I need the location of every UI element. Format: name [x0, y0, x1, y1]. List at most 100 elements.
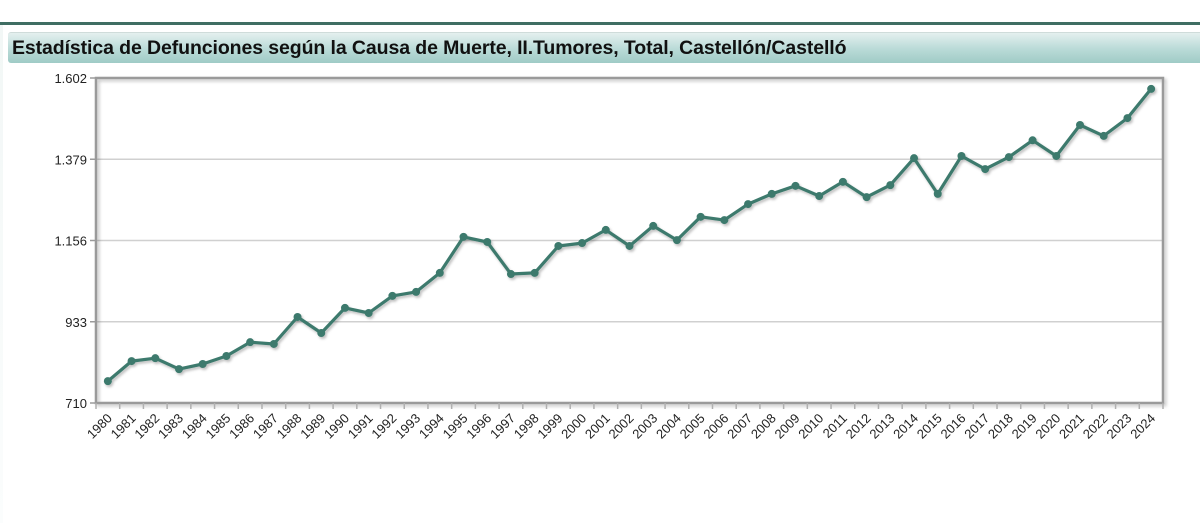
- x-tick-label: 2010: [795, 411, 826, 442]
- data-point[interactable]: [578, 239, 587, 248]
- data-point[interactable]: [981, 165, 990, 174]
- data-point[interactable]: [151, 354, 160, 363]
- x-tick-label: 1989: [297, 411, 328, 442]
- x-tick-label: 1998: [511, 411, 542, 442]
- data-point[interactable]: [174, 365, 183, 374]
- x-tick-label: 1983: [155, 411, 186, 442]
- data-point[interactable]: [696, 212, 705, 221]
- x-tick-label: 2004: [653, 411, 684, 442]
- x-tick-label: 2023: [1103, 411, 1134, 442]
- x-tick-label: 1999: [534, 411, 565, 442]
- x-tick-label: 2000: [558, 411, 589, 442]
- data-point[interactable]: [862, 193, 871, 202]
- data-point[interactable]: [246, 338, 255, 347]
- data-point[interactable]: [815, 192, 824, 201]
- data-point[interactable]: [127, 357, 136, 366]
- data-point[interactable]: [744, 200, 753, 209]
- data-point[interactable]: [293, 313, 302, 322]
- data-point[interactable]: [222, 351, 231, 360]
- x-tick-label: 2021: [1056, 411, 1087, 442]
- data-point[interactable]: [1123, 114, 1132, 123]
- x-tick-label: 2015: [914, 411, 945, 442]
- data-point[interactable]: [388, 291, 397, 300]
- x-tick-label: 2007: [724, 411, 755, 442]
- data-point[interactable]: [957, 151, 966, 160]
- data-point[interactable]: [459, 232, 468, 241]
- x-tick-label: 1984: [179, 411, 210, 442]
- y-tick-label: 1.156: [54, 234, 87, 249]
- x-tick-label: 2003: [629, 411, 660, 442]
- x-axis: 1980198119821983198419851986198719881989…: [84, 403, 1164, 442]
- data-point[interactable]: [791, 181, 800, 190]
- data-point[interactable]: [1052, 151, 1061, 160]
- data-point[interactable]: [103, 377, 112, 386]
- x-tick-label: 2002: [606, 411, 637, 442]
- y-tick-label: 933: [65, 315, 87, 330]
- series-line: [106, 87, 1153, 383]
- x-tick-label: 1985: [202, 411, 233, 442]
- x-tick-label: 2012: [843, 411, 874, 442]
- left-edge: [0, 25, 3, 523]
- x-tick-label: 2019: [1009, 411, 1040, 442]
- x-tick-label: 1991: [345, 411, 376, 442]
- x-tick-label: 1997: [487, 411, 518, 442]
- data-point[interactable]: [317, 329, 326, 338]
- x-tick-label: 1996: [463, 411, 494, 442]
- x-tick-label: 1987: [250, 411, 281, 442]
- data-point[interactable]: [601, 225, 610, 234]
- y-tick-label: 1.602: [54, 71, 87, 86]
- x-tick-label: 2011: [820, 411, 850, 441]
- data-point[interactable]: [483, 237, 492, 246]
- data-point[interactable]: [1004, 153, 1013, 162]
- x-tick-label: 2020: [1032, 411, 1063, 442]
- data-point[interactable]: [672, 236, 681, 245]
- x-tick-label: 2001: [582, 411, 613, 442]
- data-point[interactable]: [554, 241, 563, 250]
- y-tick-label: 710: [65, 396, 87, 411]
- data-point[interactable]: [910, 154, 919, 163]
- x-tick-label: 2006: [700, 411, 731, 442]
- y-tick-label: 1.379: [54, 152, 87, 167]
- gridlines: [96, 158, 1163, 323]
- y-axis: 710 933 1.156 1.379 1.602: [54, 71, 96, 411]
- chart-title-bar: Estadística de Defunciones según la Caus…: [8, 32, 1200, 63]
- data-point[interactable]: [435, 268, 444, 277]
- x-tick-label: 2022: [1080, 411, 1111, 442]
- data-point[interactable]: [269, 339, 278, 348]
- x-tick-label: 1980: [84, 411, 115, 442]
- chart-title: Estadística de Defunciones según la Caus…: [12, 37, 847, 59]
- x-tick-label: 1981: [108, 411, 139, 442]
- data-point[interactable]: [530, 268, 539, 277]
- data-point[interactable]: [649, 221, 658, 230]
- x-tick-label: 2005: [677, 411, 708, 442]
- x-tick-label: 1982: [131, 411, 162, 442]
- x-tick-label: 1986: [226, 411, 257, 442]
- x-tick-label: 2014: [890, 411, 921, 442]
- x-tick-label: 2018: [985, 411, 1016, 442]
- data-point[interactable]: [1076, 121, 1085, 130]
- data-point[interactable]: [364, 309, 373, 318]
- data-point[interactable]: [933, 189, 942, 198]
- data-point[interactable]: [720, 216, 729, 225]
- x-tick-label: 1995: [440, 411, 471, 442]
- x-tick-label: 1988: [274, 411, 305, 442]
- data-point[interactable]: [767, 189, 776, 198]
- data-point[interactable]: [625, 241, 634, 250]
- data-point[interactable]: [506, 270, 515, 279]
- x-tick-label: 2008: [748, 411, 779, 442]
- data-point[interactable]: [1147, 84, 1156, 93]
- data-point[interactable]: [1028, 136, 1037, 145]
- x-tick-label: 1992: [368, 411, 399, 442]
- data-point[interactable]: [838, 177, 847, 186]
- data-point[interactable]: [412, 287, 421, 296]
- x-tick-label: 2009: [772, 411, 803, 442]
- data-point[interactable]: [886, 181, 895, 190]
- data-point[interactable]: [1099, 131, 1108, 140]
- x-tick-label: 2016: [938, 411, 969, 442]
- top-rule: [0, 22, 1200, 25]
- data-point[interactable]: [198, 360, 207, 369]
- data-point[interactable]: [340, 303, 349, 312]
- x-tick-label: 2024: [1127, 411, 1158, 442]
- x-tick-label: 2017: [961, 411, 992, 442]
